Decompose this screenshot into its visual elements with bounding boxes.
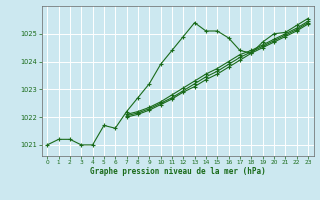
X-axis label: Graphe pression niveau de la mer (hPa): Graphe pression niveau de la mer (hPa) [90, 167, 266, 176]
